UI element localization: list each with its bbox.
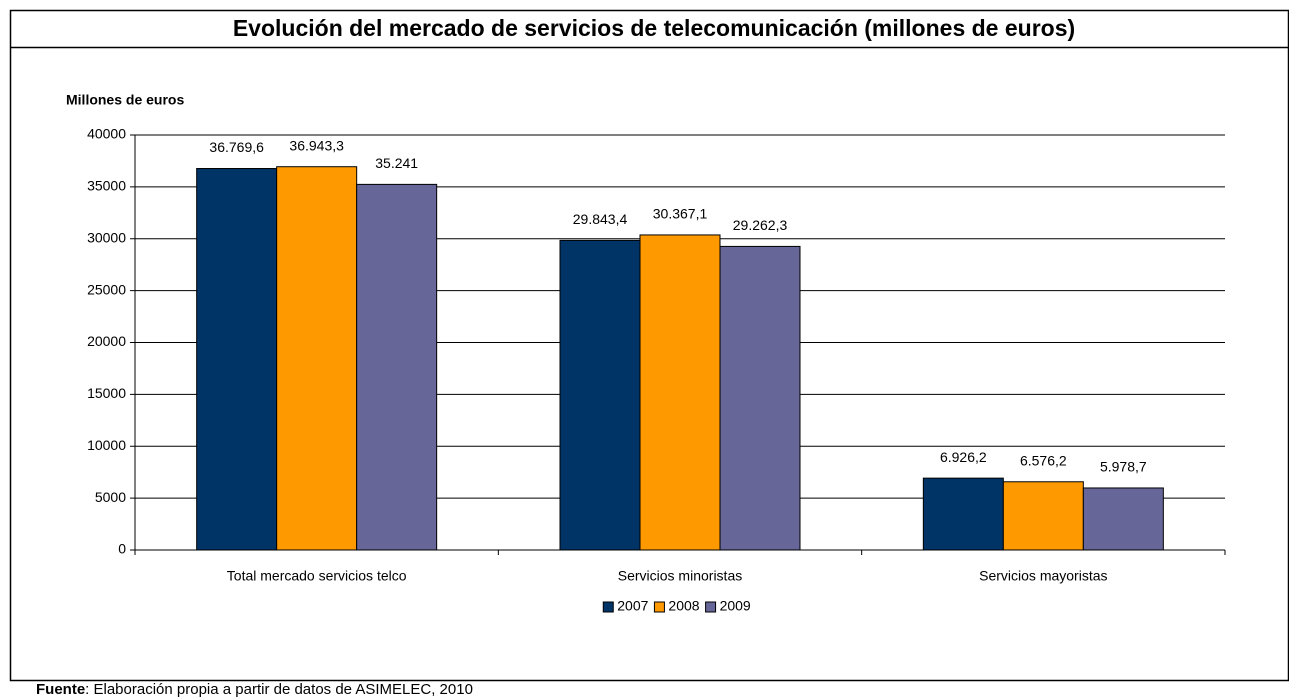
bar [356, 183, 438, 551]
legend-swatch [705, 601, 717, 613]
y-axis-label: Millones de euros [66, 92, 184, 108]
value-label: 36.943,3 [289, 137, 344, 153]
bar [1002, 481, 1084, 551]
y-tick-label: 40000 [87, 126, 126, 142]
source-label: Fuente [36, 681, 85, 697]
value-label: 30.367,1 [653, 206, 708, 222]
y-tick-label: 20000 [87, 333, 126, 349]
value-label: 29.262,3 [733, 217, 788, 233]
value-label: 6.576,2 [1020, 452, 1067, 468]
source-text: : Elaboración propia a partir de datos d… [85, 681, 473, 697]
value-label: 5.978,7 [1100, 459, 1147, 475]
x-tick-label: Servicios minoristas [618, 568, 742, 584]
y-tick-label: 25000 [87, 281, 126, 297]
y-tick-label: 30000 [87, 229, 126, 245]
value-label: 35.241 [375, 155, 418, 171]
value-label: 6.926,2 [940, 449, 987, 465]
y-tick-label: 0 [118, 541, 126, 557]
x-tick-label: Servicios mayoristas [979, 568, 1107, 584]
value-label: 29.843,4 [573, 211, 628, 227]
source: Fuente: Elaboración propia a partir de d… [36, 681, 473, 697]
bar [639, 234, 721, 551]
value-label: 36.769,6 [209, 139, 264, 155]
bar [719, 245, 801, 551]
bar [1082, 487, 1164, 551]
legend-swatch [602, 601, 614, 613]
chart-title: Evolución del mercado de servicios de te… [233, 15, 1075, 41]
legend-label: 2007 [617, 598, 648, 614]
bar [559, 239, 641, 551]
bar [276, 166, 358, 551]
bar [196, 168, 278, 551]
y-tick-label: 10000 [87, 437, 126, 453]
y-tick-label: 5000 [95, 489, 126, 505]
y-tick-label: 15000 [87, 385, 126, 401]
legend-label: 2009 [720, 598, 751, 614]
legend-label: 2008 [668, 598, 699, 614]
legend-swatch [653, 601, 665, 613]
x-tick-label: Total mercado servicios telco [227, 568, 407, 584]
bar [922, 477, 1004, 551]
y-tick-label: 35000 [87, 178, 126, 194]
